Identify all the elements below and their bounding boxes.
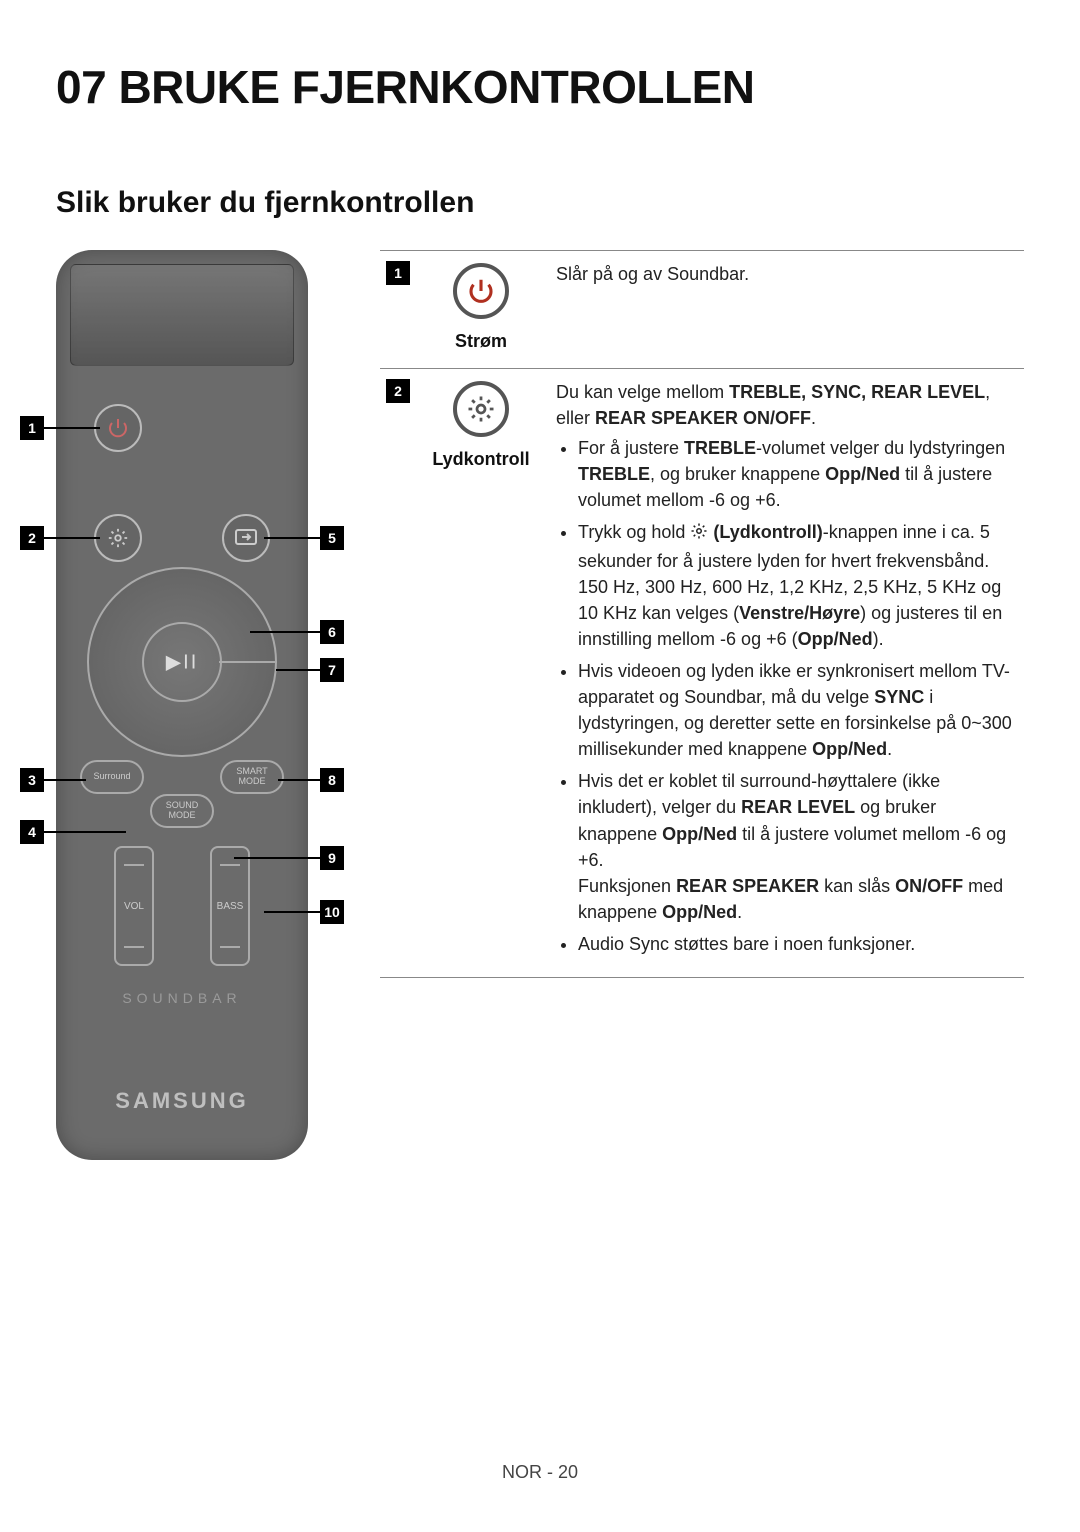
table-row: 2 Lydkontroll Du kan velge mellom TREBLE… xyxy=(380,368,1024,978)
power-icon xyxy=(94,404,142,452)
callout-3: 3 xyxy=(20,768,86,792)
table-row: 1 Strøm Slår på og av Soundbar. xyxy=(380,250,1024,368)
row-bullets: For å justere TREBLE-volumet velger du l… xyxy=(556,435,1020,957)
row-description: Du kan velge mellom TREBLE, SYNC, REAR L… xyxy=(546,369,1024,977)
play-pause-icon: ▶II xyxy=(166,650,199,675)
list-item: Trykk og hold (Lydkontroll)-knappen inne… xyxy=(578,519,1020,651)
list-item: Audio Sync støttes bare i noen funksjone… xyxy=(578,931,1020,957)
brand-label: SAMSUNG xyxy=(115,1088,248,1114)
icon-label: Lydkontroll xyxy=(422,449,540,470)
remote-illustration: ▶II Surround SMART MODE SOUND MODE VOL B… xyxy=(56,250,308,1160)
sound-mode-button: SOUND MODE xyxy=(150,794,214,828)
power-icon xyxy=(453,263,509,319)
row-description: Slår på og av Soundbar. xyxy=(546,251,1024,368)
callout-8: 8 xyxy=(278,768,344,792)
row-number: 2 xyxy=(386,379,410,403)
source-icon xyxy=(222,514,270,562)
callout-10: 10 xyxy=(264,900,344,924)
callout-1: 1 xyxy=(20,416,100,440)
surround-button: Surround xyxy=(80,760,144,794)
callout-5: 5 xyxy=(264,526,344,550)
vol-rocker: VOL xyxy=(114,846,154,966)
smart-mode-button: SMART MODE xyxy=(220,760,284,794)
page-title: 07 BRUKE FJERNKONTROLLEN xyxy=(56,60,1024,114)
row-intro: Du kan velge mellom TREBLE, SYNC, REAR L… xyxy=(556,379,1020,431)
icon-label: Strøm xyxy=(422,331,540,352)
callout-4: 4 xyxy=(20,820,126,844)
callout-9: 9 xyxy=(234,846,344,870)
callout-6: 6 xyxy=(250,620,344,644)
section-heading: Slik bruker du fjernkontrollen xyxy=(56,186,1024,220)
callout-7: 7 xyxy=(276,658,344,682)
gear-icon xyxy=(94,514,142,562)
callout-2: 2 xyxy=(20,526,100,550)
gear-icon xyxy=(453,381,509,437)
page-footer: NOR - 20 xyxy=(0,1462,1080,1483)
row-number: 1 xyxy=(386,261,410,285)
dpad: ▶II xyxy=(87,567,277,757)
list-item: Hvis videoen og lyden ikke er synkronise… xyxy=(578,658,1020,762)
description-table: 1 Strøm Slår på og av Soundbar. 2 Lydkon… xyxy=(380,250,1024,978)
list-item: For å justere TREBLE-volumet velger du l… xyxy=(578,435,1020,513)
soundbar-label: SOUNDBAR xyxy=(122,990,241,1006)
list-item: Hvis det er koblet til surround-høyttale… xyxy=(578,768,1020,925)
